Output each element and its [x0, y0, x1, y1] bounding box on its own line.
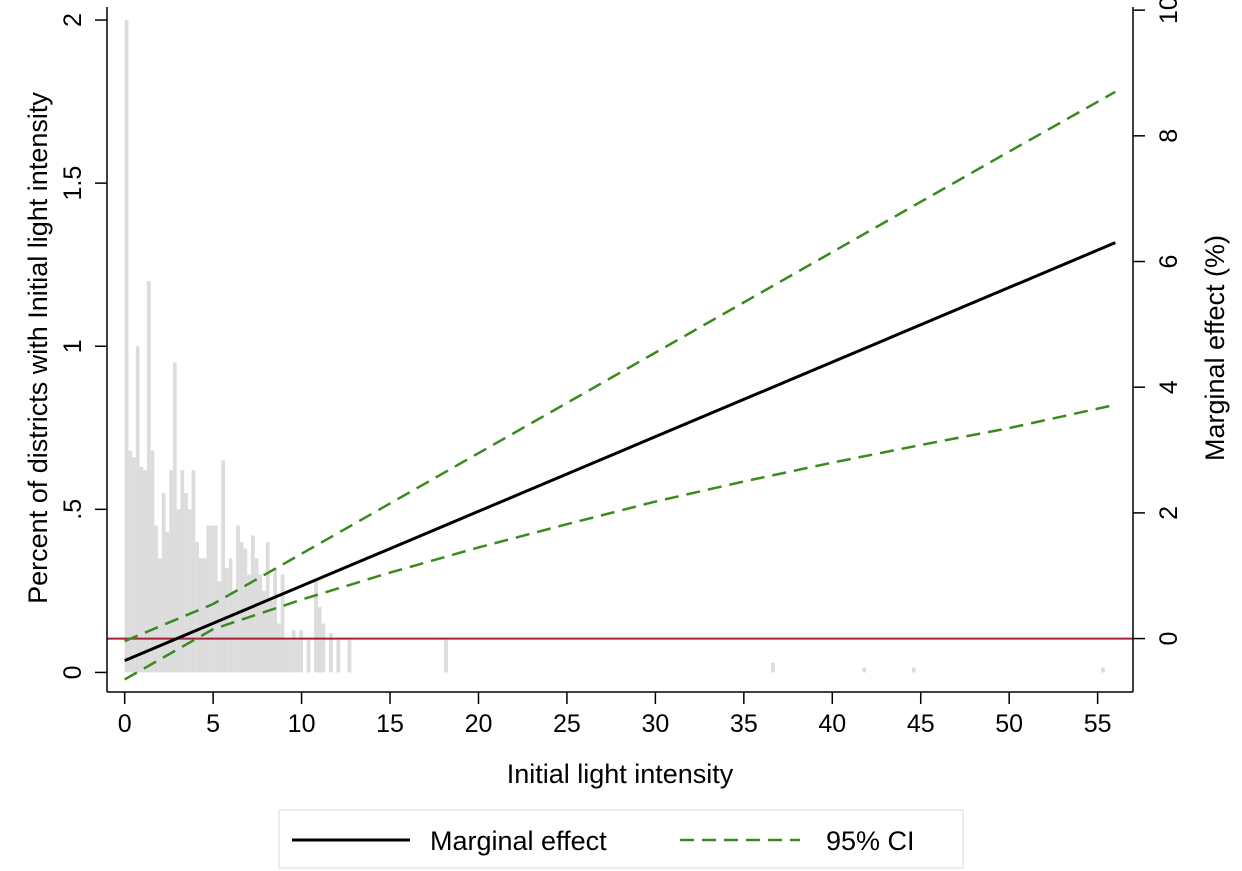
x-tick-label: 50 — [995, 710, 1023, 738]
histogram-bar — [265, 541, 270, 673]
histogram-bar — [206, 525, 211, 673]
left-y-tick-label: .5 — [59, 499, 87, 520]
histogram-bar — [187, 509, 192, 673]
histogram-bar — [277, 623, 281, 673]
histogram-bar — [280, 574, 285, 673]
histogram-bar — [172, 362, 177, 673]
histogram-bar — [284, 639, 289, 673]
left-y-tick-label: 0 — [59, 665, 87, 679]
histogram-bar — [132, 457, 136, 673]
histogram-bar — [347, 639, 352, 673]
histogram-bar — [247, 574, 251, 673]
left-y-axis-title: Percent of districts with Initial light … — [23, 92, 53, 604]
histogram-bar — [139, 466, 144, 673]
histogram-bar — [1101, 667, 1105, 673]
histogram-bar — [250, 535, 255, 673]
histogram-bar — [210, 525, 214, 673]
histogram-bar — [306, 639, 311, 673]
histogram-bar — [191, 470, 196, 673]
right-y-tick-label: 10 — [1155, 0, 1183, 24]
x-tick-label: 10 — [288, 710, 316, 738]
histogram-bar — [128, 450, 133, 673]
histogram-bar — [176, 509, 181, 673]
histogram-bar — [169, 470, 173, 673]
x-tick-label: 5 — [206, 710, 220, 738]
histogram-bar — [154, 525, 159, 673]
histogram-bar — [911, 667, 916, 673]
legend: Marginal effect 95% CI — [278, 809, 964, 869]
histogram-bar — [158, 558, 162, 673]
ci-line-lower — [124, 403, 1116, 681]
histogram-bar — [198, 558, 203, 673]
right-y-tick-label: 6 — [1155, 255, 1183, 269]
histogram-bar — [146, 281, 151, 673]
histogram-bar — [195, 541, 199, 673]
histogram-bar — [165, 532, 170, 673]
histogram-bar — [224, 568, 229, 673]
x-tick-label: 55 — [1084, 710, 1112, 738]
histogram-bar — [161, 493, 166, 673]
histogram-bar — [180, 470, 185, 673]
histogram-bar — [291, 630, 296, 673]
histogram-bar — [336, 639, 341, 673]
ci-line-upper — [124, 90, 1116, 643]
x-tick-label: 20 — [465, 710, 493, 738]
histogram-bar — [150, 450, 155, 673]
x-tick-label: 45 — [907, 710, 935, 738]
x-tick-label: 40 — [818, 710, 846, 738]
histogram-bar — [444, 639, 448, 673]
histogram-bar — [288, 639, 292, 673]
histogram-bar — [236, 525, 240, 673]
x-axis-title: Initial light intensity — [507, 759, 734, 789]
left-y-tick-label: 1 — [59, 339, 87, 353]
histogram-bar — [232, 590, 237, 673]
histogram-bar — [771, 662, 775, 673]
histogram-bar — [262, 590, 266, 673]
histogram-bar — [221, 460, 225, 673]
right-y-tick-label: 8 — [1155, 129, 1183, 143]
histogram-bar — [299, 630, 303, 673]
x-tick-label: 30 — [641, 710, 669, 738]
histogram-bar — [217, 581, 222, 673]
right-y-axis-title: Marginal effect (%) — [1200, 235, 1230, 461]
histogram-bar — [269, 600, 274, 673]
right-y-tick-label: 0 — [1155, 632, 1183, 646]
histogram-bar — [202, 558, 207, 673]
histogram-bar — [862, 667, 867, 673]
left-y-tick-label: 1.5 — [59, 166, 87, 201]
x-tick-label: 25 — [553, 710, 581, 738]
histogram — [124, 20, 1105, 673]
histogram-bar — [258, 574, 263, 673]
legend-label-marginal-effect: Marginal effect — [430, 826, 607, 856]
right-y-tick-label: 2 — [1155, 506, 1183, 520]
histogram-bar — [184, 493, 188, 673]
histogram-bar — [143, 470, 147, 673]
histogram-bar — [135, 346, 140, 673]
series-lines — [124, 90, 1116, 681]
right-y-tick-label: 4 — [1155, 380, 1183, 394]
x-tick-label: 0 — [118, 710, 132, 738]
histogram-bar — [329, 633, 333, 673]
left-y-tick-label: 2 — [59, 13, 87, 27]
histogram-bar — [317, 607, 322, 673]
histogram-bar — [321, 623, 326, 673]
histogram-bar — [239, 541, 244, 673]
legend-label-95-ci: 95% CI — [826, 826, 915, 856]
x-tick-label: 15 — [376, 710, 404, 738]
histogram-bar — [295, 639, 300, 673]
histogram-bar — [254, 558, 259, 673]
histogram-bar — [314, 581, 318, 673]
histogram-bar — [213, 525, 218, 673]
histogram-bar — [273, 568, 277, 673]
x-tick-label: 35 — [730, 710, 758, 738]
marginal-effect-line — [124, 241, 1116, 662]
histogram-bar — [124, 20, 129, 673]
